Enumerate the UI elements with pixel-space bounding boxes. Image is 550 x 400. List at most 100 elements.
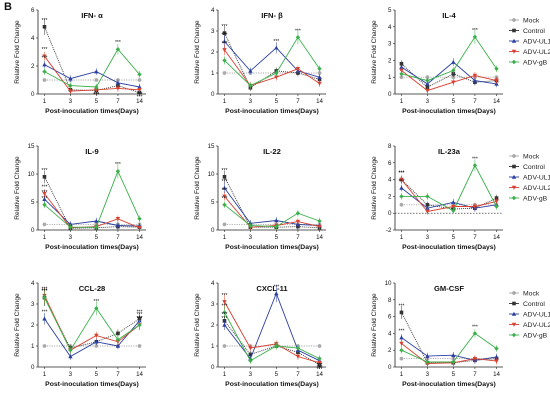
legend-marker <box>511 311 517 316</box>
significance-mark: *** <box>137 310 143 316</box>
data-point <box>222 194 227 199</box>
data-point <box>248 346 253 351</box>
chart-panel: CCL-28 0 1 2 3 4 1 3 5 7 14 Post-inoculation times(… <box>14 280 146 388</box>
legend-marker <box>511 185 517 190</box>
data-point <box>115 169 121 174</box>
data-point <box>137 72 142 77</box>
data-point <box>115 80 121 85</box>
legend-label: Control <box>523 301 545 308</box>
y-tick-label: 2 <box>31 63 35 70</box>
legend-marker <box>511 195 517 201</box>
series-line <box>401 36 497 82</box>
y-axis-label: Relative Fold Change <box>194 293 201 357</box>
significance-mark: *** <box>472 156 478 162</box>
data-point <box>317 75 322 79</box>
y-tick-label: 1 <box>31 343 35 350</box>
x-tick-label: 14 <box>493 98 500 105</box>
y-tick-label: 8 <box>388 143 392 150</box>
legend-marker <box>512 28 516 33</box>
data-point <box>399 335 404 340</box>
significance-mark: *** <box>399 179 405 185</box>
data-point <box>94 225 99 230</box>
legend-marker <box>511 49 517 54</box>
data-point <box>42 316 47 321</box>
data-point <box>137 322 142 328</box>
significance-mark: *** <box>42 287 48 293</box>
data-point <box>94 344 99 348</box>
data-point <box>425 353 430 358</box>
data-point <box>42 191 47 196</box>
data-point <box>274 45 279 50</box>
data-point <box>399 310 404 315</box>
legend-item: Control <box>509 164 545 171</box>
x-tick-label: 5 <box>275 98 279 105</box>
significance-mark: *** <box>42 56 48 62</box>
series-line <box>44 295 140 351</box>
chart-panel: CXCL-11 0 1 2 3 4 1 3 5 7 14 Post-inoculation times… <box>194 280 326 388</box>
significance-mark: *** <box>222 312 228 318</box>
series-line <box>44 297 140 349</box>
y-tick-label: 3 <box>211 28 215 35</box>
data-point <box>274 343 279 349</box>
chart-title: CCL-28 <box>79 284 106 293</box>
data-point <box>222 202 227 207</box>
significance-mark: *** <box>42 289 48 295</box>
significance-mark: *** <box>222 303 228 309</box>
data-point <box>248 223 253 228</box>
x-tick-label: 3 <box>426 234 430 241</box>
significance-mark: *** <box>42 310 48 316</box>
data-point <box>222 58 227 63</box>
x-tick-label: 5 <box>452 234 456 241</box>
data-point <box>42 197 47 201</box>
x-tick-label: 3 <box>69 234 73 241</box>
data-point <box>425 194 430 199</box>
chart-title: IL-23a <box>438 147 461 156</box>
data-point <box>137 88 142 92</box>
data-point <box>425 209 430 214</box>
data-point <box>451 204 456 209</box>
x-tick-label: 1 <box>400 234 404 241</box>
x-tick-label: 14 <box>316 371 323 378</box>
chart-title: IL-22 <box>263 147 281 156</box>
data-point <box>222 48 227 53</box>
legend-marker <box>511 174 517 179</box>
data-point <box>42 202 47 207</box>
y-tick-label: 4 <box>31 35 35 42</box>
data-point <box>399 177 404 182</box>
x-tick-label: 1 <box>400 98 404 105</box>
legend-marker <box>511 332 517 338</box>
data-point <box>317 66 322 71</box>
x-tick-label: 5 <box>95 234 99 241</box>
data-point <box>494 204 499 209</box>
x-tick-label: 3 <box>249 371 253 378</box>
significance-mark: *** <box>93 299 99 305</box>
y-tick-label: 4 <box>211 7 215 14</box>
data-point <box>248 83 253 88</box>
significance-mark: *** <box>115 162 121 168</box>
legend-label: ADV-UL18 <box>523 311 550 318</box>
y-tick-label: 4 <box>388 177 392 184</box>
data-point <box>399 194 404 199</box>
chart-title: GM-CSF <box>434 284 464 293</box>
significance-mark: *** <box>472 28 478 34</box>
x-tick-label: 3 <box>249 98 253 105</box>
significance-mark: *** <box>42 18 48 24</box>
data-point <box>472 78 478 83</box>
data-point <box>222 344 227 348</box>
significance-mark: *** <box>399 329 405 335</box>
x-tick-label: 3 <box>426 371 430 378</box>
data-point <box>494 66 499 71</box>
data-point <box>137 344 142 348</box>
data-point <box>494 346 499 351</box>
significance-mark: *** <box>472 324 478 330</box>
x-tick-label: 5 <box>275 234 279 241</box>
data-point <box>399 64 404 69</box>
chart-title: CXCL-11 <box>256 284 288 293</box>
data-point <box>317 218 322 224</box>
data-point <box>295 67 301 71</box>
data-point <box>94 306 99 311</box>
significance-mark: *** <box>137 92 143 98</box>
x-tick-label: 5 <box>452 98 456 105</box>
series-line <box>401 70 497 92</box>
x-axis-label: Post-inoculation times(Days) <box>225 244 319 251</box>
